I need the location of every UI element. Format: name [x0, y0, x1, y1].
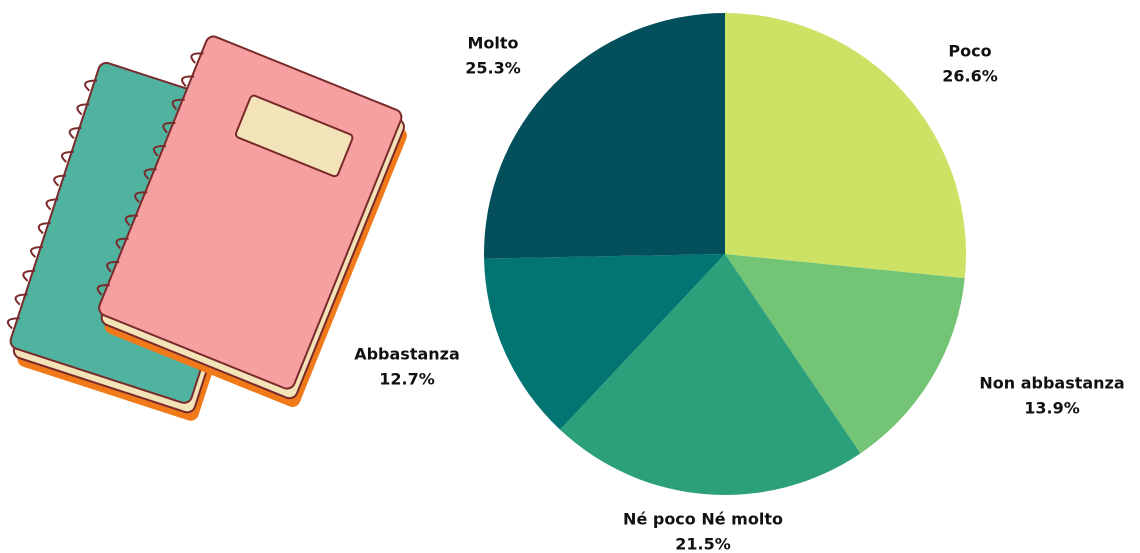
- slice-label: Abbastanza: [354, 345, 460, 364]
- slice-label: Non abbastanza: [979, 374, 1124, 393]
- slice-value-label: 21.5%: [675, 535, 731, 553]
- slice-value-label: 26.6%: [942, 67, 998, 86]
- pie-slice: [725, 13, 966, 278]
- notebook-illustration: [0, 31, 415, 423]
- slice-label: Né poco Né molto: [623, 510, 783, 529]
- chart: Poco 26.6% Non abbastanza 13.9% Né poco Né m…: [0, 0, 1140, 553]
- pie-slice: [484, 13, 725, 259]
- slice-value-label: 25.3%: [465, 59, 521, 78]
- slice-label: Poco: [948, 42, 991, 61]
- slice-label: Molto: [467, 34, 518, 53]
- slice-value-label: 12.7%: [379, 370, 435, 389]
- slice-value-label: 13.9%: [1024, 399, 1080, 418]
